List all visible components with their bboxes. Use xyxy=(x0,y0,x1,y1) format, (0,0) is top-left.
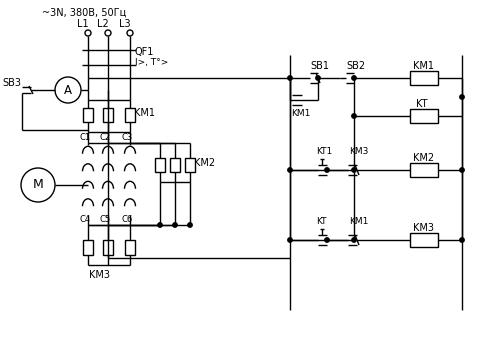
Circle shape xyxy=(325,238,329,242)
Circle shape xyxy=(188,223,192,227)
Text: A: A xyxy=(64,83,72,97)
Text: KM1: KM1 xyxy=(349,218,369,227)
Text: C2: C2 xyxy=(100,134,111,143)
Text: I>, T°>: I>, T°> xyxy=(135,57,168,66)
Text: L1: L1 xyxy=(77,19,89,29)
Text: KM3: KM3 xyxy=(349,147,369,156)
Circle shape xyxy=(352,76,356,80)
Circle shape xyxy=(288,238,292,242)
Circle shape xyxy=(158,223,162,227)
Circle shape xyxy=(352,238,356,242)
Text: KM1: KM1 xyxy=(134,108,155,118)
Bar xyxy=(410,163,438,177)
Text: SB2: SB2 xyxy=(346,61,365,71)
Text: C5: C5 xyxy=(100,216,111,225)
Circle shape xyxy=(352,168,356,172)
Bar xyxy=(410,109,438,123)
Circle shape xyxy=(21,168,55,202)
Circle shape xyxy=(288,76,292,80)
Text: C6: C6 xyxy=(122,216,133,225)
Circle shape xyxy=(85,30,91,36)
Circle shape xyxy=(325,168,329,172)
Bar xyxy=(83,108,93,122)
Circle shape xyxy=(105,30,111,36)
Bar xyxy=(83,240,93,255)
Text: SB1: SB1 xyxy=(310,61,329,71)
Circle shape xyxy=(55,77,81,103)
Bar xyxy=(170,158,180,172)
Circle shape xyxy=(127,30,133,36)
Bar xyxy=(125,240,135,255)
Text: C3: C3 xyxy=(122,134,133,143)
Circle shape xyxy=(173,223,177,227)
Bar xyxy=(125,108,135,122)
Circle shape xyxy=(316,76,320,80)
Text: KT: KT xyxy=(416,99,427,109)
Text: KM3: KM3 xyxy=(89,270,110,280)
Circle shape xyxy=(460,238,464,242)
Text: ~3N, 380B, 50Гц: ~3N, 380B, 50Гц xyxy=(42,8,126,18)
Circle shape xyxy=(460,168,464,172)
Text: KT1: KT1 xyxy=(316,147,332,156)
Bar xyxy=(103,108,113,122)
Text: KM2: KM2 xyxy=(413,153,434,163)
Circle shape xyxy=(460,95,464,99)
Text: KM3: KM3 xyxy=(413,223,434,233)
Bar xyxy=(103,240,113,255)
Bar xyxy=(410,71,438,85)
Text: KM2: KM2 xyxy=(194,158,215,168)
Text: KM1: KM1 xyxy=(413,61,434,71)
Text: KT: KT xyxy=(316,218,326,227)
Text: L2: L2 xyxy=(97,19,109,29)
Bar xyxy=(410,233,438,247)
Circle shape xyxy=(352,114,356,118)
Text: C4: C4 xyxy=(80,216,91,225)
Circle shape xyxy=(288,168,292,172)
Text: KM1: KM1 xyxy=(291,109,310,118)
Text: C1: C1 xyxy=(80,134,91,143)
Text: QF1: QF1 xyxy=(135,47,154,57)
Text: SB3: SB3 xyxy=(2,78,21,88)
Text: L3: L3 xyxy=(119,19,131,29)
Text: M: M xyxy=(33,179,43,191)
Bar xyxy=(185,158,195,172)
Bar xyxy=(155,158,165,172)
